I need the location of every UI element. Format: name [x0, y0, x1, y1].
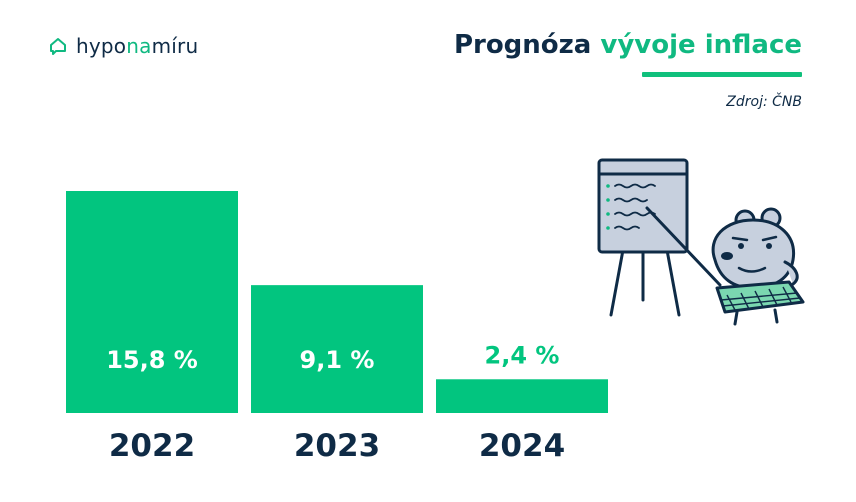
title-part1: Prognóza: [453, 30, 592, 60]
page-title: Prognóza vývoje inflace: [454, 30, 802, 60]
bar-2022: [66, 191, 238, 413]
title-part2: vývoje inflace: [600, 30, 802, 60]
x-tick-2023: 2023: [294, 428, 380, 464]
title-underline: [642, 72, 802, 77]
house-chat-icon: [50, 38, 66, 55]
bar-2023: [251, 285, 423, 413]
source-note: Zdroj: ČNB: [726, 94, 802, 110]
brand-logo: hyponamíru: [48, 34, 198, 58]
x-tick-2022: 2022: [109, 428, 195, 464]
data-label-2022: 15,8 %: [106, 346, 198, 374]
bar-2024: [436, 379, 608, 413]
x-tick-2024: 2024: [479, 428, 565, 464]
data-label-2023: 9,1 %: [300, 346, 375, 374]
data-label-2024: 2,4 %: [485, 341, 560, 369]
presenter-mascot-illustration: [597, 158, 805, 326]
brand-name: hyponamíru: [76, 34, 199, 58]
